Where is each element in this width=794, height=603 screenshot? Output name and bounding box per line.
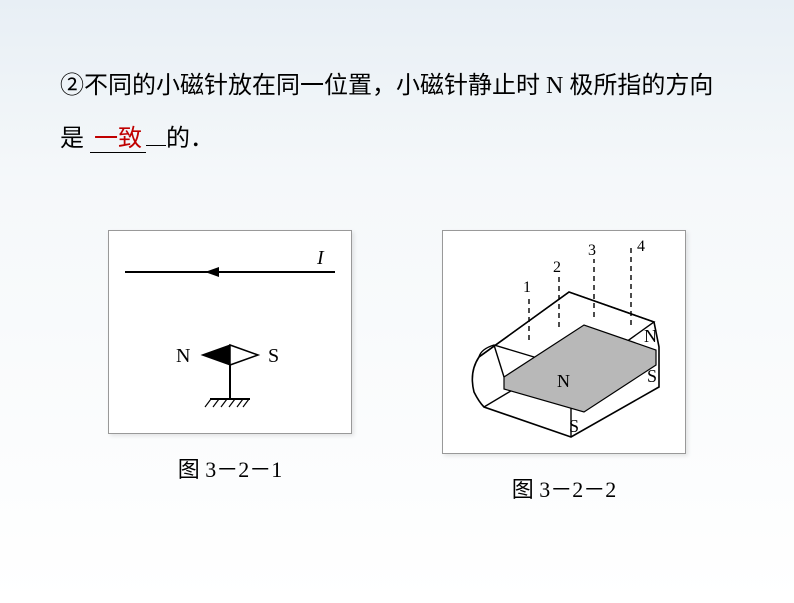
blank-underline	[146, 145, 166, 146]
svg-text:4: 4	[637, 238, 645, 255]
svg-text:N: N	[557, 371, 570, 391]
svg-text:I: I	[316, 247, 325, 269]
figure-1: I N S 图 3－2－1	[108, 230, 352, 504]
fill-in-answer: 一致	[90, 126, 146, 153]
svg-text:1: 1	[523, 279, 531, 296]
figure-2-box: 1234NSNS	[442, 230, 686, 454]
svg-text:3: 3	[588, 242, 596, 259]
paragraph-prefix: ②不同的小磁针放在同一位置，小磁针静止时 N 极所指的方向是	[60, 73, 713, 152]
figure-2-caption: 图 3－2－2	[512, 472, 617, 504]
svg-text:S: S	[647, 366, 657, 386]
figure-1-box: I N S	[108, 230, 352, 434]
figure-2: 1234NSNS 图 3－2－2	[442, 230, 686, 504]
paragraph-suffix: 的．	[166, 126, 214, 152]
paragraph-text: ②不同的小磁针放在同一位置，小磁针静止时 N 极所指的方向是 一致的．	[60, 60, 734, 166]
figures-container: INS 图 3－2－1 1234NSNS 图 3－2－2	[0, 230, 794, 504]
svg-text:S: S	[268, 345, 279, 367]
svg-text:S: S	[569, 416, 579, 436]
svg-text:2: 2	[553, 259, 561, 276]
figure-1-caption: 图 3－2－1	[178, 452, 283, 484]
figure-1-svg: I N S	[115, 237, 345, 427]
svg-text:N: N	[176, 345, 190, 367]
svg-text:N: N	[644, 326, 657, 346]
figure-2-svg: 1234NSNS	[449, 237, 679, 447]
